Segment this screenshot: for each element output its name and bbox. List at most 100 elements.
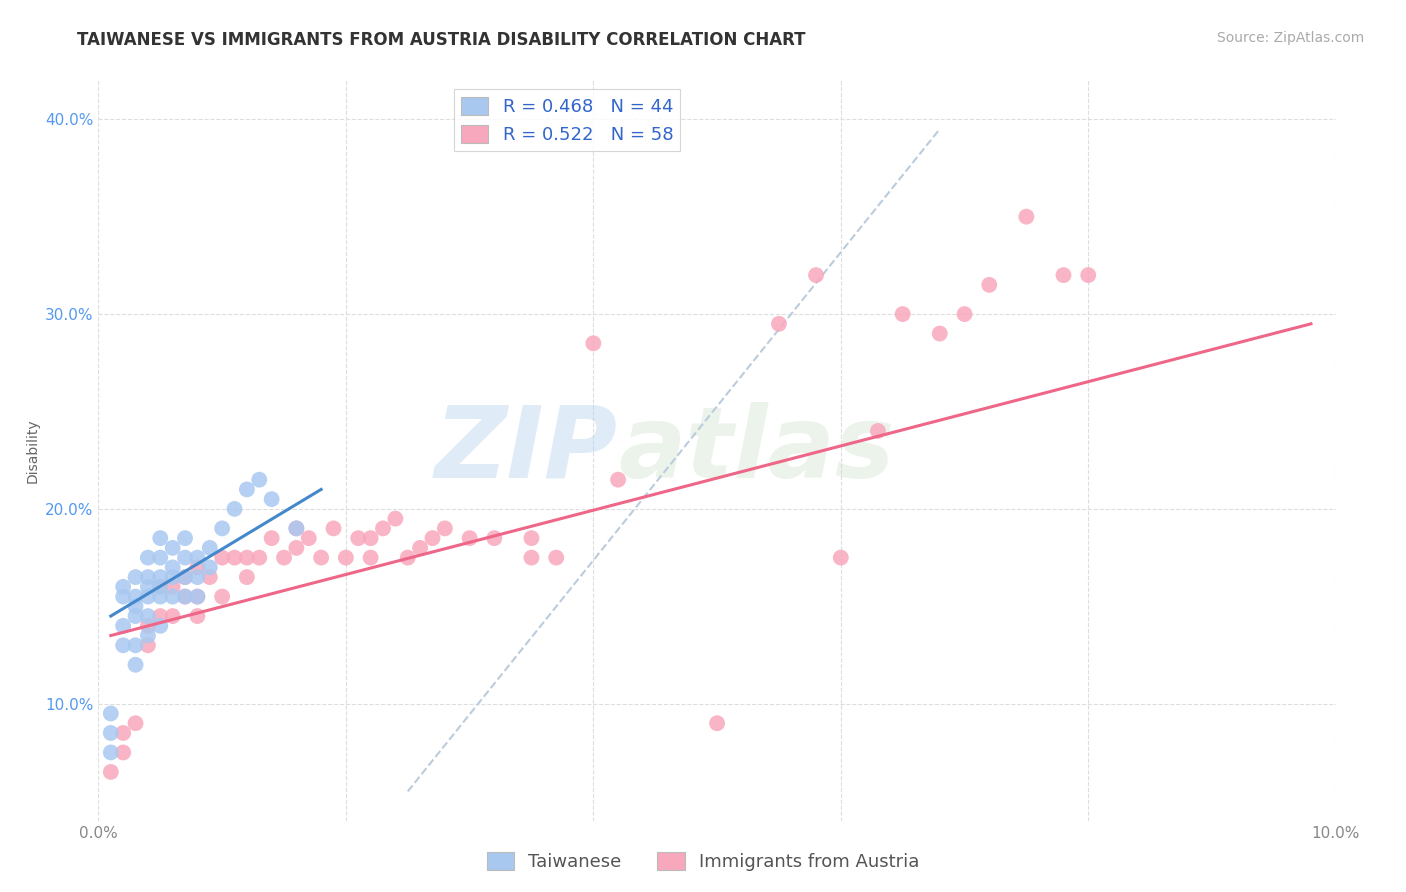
Point: [124, 716, 146, 731]
Point: [384, 511, 406, 525]
Point: [112, 580, 135, 594]
Point: [100, 746, 122, 760]
Point: [211, 590, 233, 604]
Point: [149, 619, 172, 633]
Point: [162, 541, 184, 555]
Point: [162, 570, 184, 584]
Point: [409, 541, 432, 555]
Point: [149, 580, 172, 594]
Point: [136, 570, 159, 584]
Point: [804, 268, 827, 282]
Point: [136, 550, 159, 565]
Point: [335, 550, 357, 565]
Point: [236, 483, 259, 497]
Point: [186, 560, 208, 574]
Point: [149, 609, 172, 624]
Point: [186, 590, 208, 604]
Point: [236, 570, 259, 584]
Point: [112, 590, 135, 604]
Point: [520, 550, 543, 565]
Point: [520, 531, 543, 545]
Point: [136, 580, 159, 594]
Point: [174, 531, 197, 545]
Point: [124, 590, 146, 604]
Point: [112, 619, 135, 633]
Point: [124, 599, 146, 614]
Text: atlas: atlas: [619, 402, 894, 499]
Point: [458, 531, 481, 545]
Point: [162, 590, 184, 604]
Point: [186, 570, 208, 584]
Point: [866, 424, 889, 438]
Point: [247, 550, 270, 565]
Point: [347, 531, 370, 545]
Point: [112, 746, 135, 760]
Point: [830, 550, 852, 565]
Point: [124, 570, 146, 584]
Point: [100, 764, 122, 779]
Text: TAIWANESE VS IMMIGRANTS FROM AUSTRIA DISABILITY CORRELATION CHART: TAIWANESE VS IMMIGRANTS FROM AUSTRIA DIS…: [77, 31, 806, 49]
Point: [1015, 210, 1038, 224]
Point: [174, 570, 197, 584]
Point: [224, 550, 246, 565]
Point: [360, 550, 382, 565]
Point: [484, 531, 506, 545]
Point: [706, 716, 728, 731]
Point: [149, 570, 172, 584]
Point: [211, 521, 233, 535]
Y-axis label: Disability: Disability: [25, 418, 39, 483]
Point: [112, 726, 135, 740]
Point: [891, 307, 914, 321]
Legend: Taiwanese, Immigrants from Austria: Taiwanese, Immigrants from Austria: [479, 845, 927, 879]
Point: [162, 560, 184, 574]
Point: [285, 521, 308, 535]
Point: [396, 550, 419, 565]
Point: [433, 521, 456, 535]
Point: [309, 550, 332, 565]
Point: [928, 326, 950, 341]
Point: [273, 550, 295, 565]
Point: [285, 521, 308, 535]
Point: [360, 531, 382, 545]
Point: [546, 550, 568, 565]
Point: [162, 580, 184, 594]
Point: [298, 531, 321, 545]
Point: [149, 590, 172, 604]
Point: [124, 657, 146, 672]
Point: [260, 531, 283, 545]
Point: [112, 638, 135, 652]
Point: [247, 473, 270, 487]
Point: [1052, 268, 1074, 282]
Point: [100, 706, 122, 721]
Point: [124, 609, 146, 624]
Point: [422, 531, 444, 545]
Point: [953, 307, 976, 321]
Point: [136, 619, 159, 633]
Point: [186, 609, 208, 624]
Point: [149, 531, 172, 545]
Point: [211, 550, 233, 565]
Point: [124, 638, 146, 652]
Point: [136, 590, 159, 604]
Point: [285, 541, 308, 555]
Point: [174, 570, 197, 584]
Point: [979, 277, 1001, 292]
Point: [136, 628, 159, 642]
Point: [174, 590, 197, 604]
Point: [260, 492, 283, 507]
Point: [198, 541, 221, 555]
Point: [1077, 268, 1099, 282]
Point: [149, 550, 172, 565]
Point: [149, 580, 172, 594]
Point: [322, 521, 344, 535]
Point: [198, 570, 221, 584]
Point: [607, 473, 630, 487]
Point: [198, 560, 221, 574]
Point: [136, 609, 159, 624]
Point: [174, 550, 197, 565]
Point: [186, 550, 208, 565]
Point: [768, 317, 790, 331]
Point: [174, 590, 197, 604]
Legend: R = 0.468   N = 44, R = 0.522   N = 58: R = 0.468 N = 44, R = 0.522 N = 58: [454, 89, 681, 152]
Point: [371, 521, 394, 535]
